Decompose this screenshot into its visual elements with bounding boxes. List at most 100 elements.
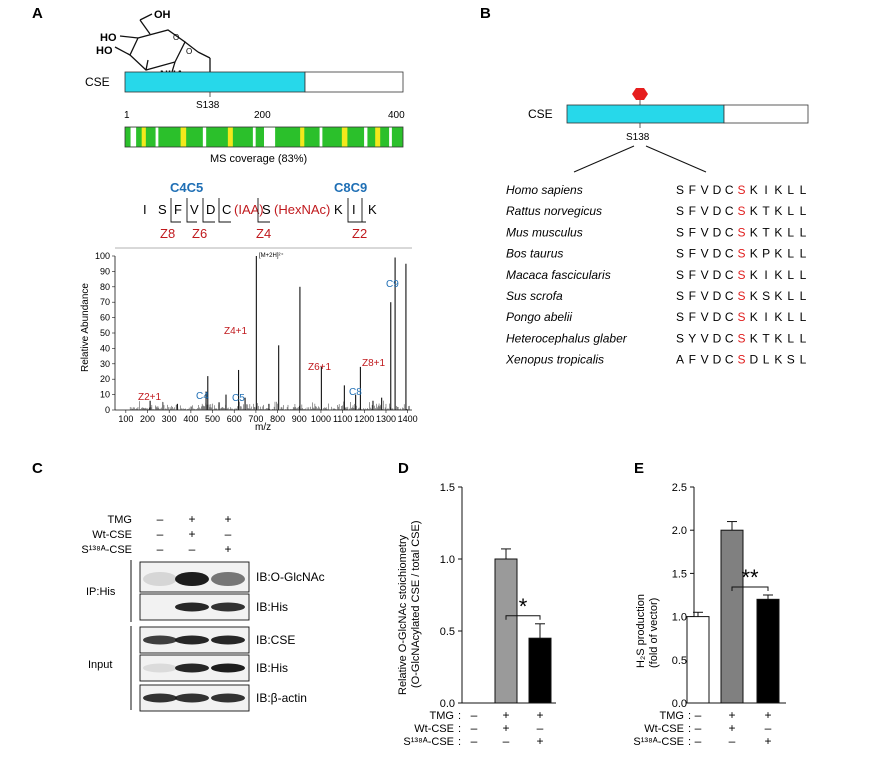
species-name: Sus scrofa [506, 289, 563, 303]
blot-band [175, 693, 209, 703]
species-name: Bos taurus [506, 247, 563, 261]
z2-label: Z2 [352, 226, 367, 241]
d-ylabel-1: Relative O-GlcNAc stoichiometry [397, 534, 409, 695]
coverage-gap-8 [264, 127, 276, 147]
chart-d-condition-value: – [537, 721, 544, 735]
condition-label: TMG [108, 514, 132, 526]
chart-d-condition-label: Wt-CSE [414, 723, 454, 735]
cse-label-a: CSE [85, 75, 110, 89]
spectrum-xtick-label: 600 [227, 414, 242, 424]
residue: K [750, 183, 758, 197]
residue: S [737, 204, 745, 218]
blot-band [211, 602, 245, 612]
oh-label: OH [154, 9, 171, 21]
mod-iaa: (IAA) [234, 202, 264, 217]
chart-e-condition-value: + [728, 721, 735, 735]
residue: D [713, 310, 722, 324]
species-name: Mus musculus [506, 225, 583, 239]
residue: D [713, 204, 722, 218]
residue: V [701, 247, 709, 261]
residue: C [725, 331, 734, 345]
panel-b-label: B [480, 5, 491, 22]
condition-value: + [224, 512, 231, 526]
blot-band [211, 693, 245, 703]
residue: K [750, 204, 758, 218]
species-name: Homo sapiens [506, 183, 583, 197]
ring-o-label: O [173, 33, 179, 42]
residue: C [725, 353, 734, 367]
coverage-tick-400: 400 [388, 110, 405, 121]
residue: I [764, 183, 767, 197]
residue: T [762, 204, 770, 218]
condition-value: – [157, 512, 164, 526]
spectrum-ytick-label: 90 [100, 266, 110, 276]
blot-band [175, 635, 209, 645]
residue: C [725, 268, 734, 282]
residue: K [750, 310, 758, 324]
blot-band [175, 663, 209, 673]
chart-e-condition-colon: : [688, 736, 691, 748]
residue: L [800, 204, 807, 218]
residue: L [787, 331, 794, 345]
coverage-bar [124, 126, 404, 148]
coverage-gap-9 [300, 127, 305, 147]
coverage-tick-200: 200 [254, 110, 271, 121]
coverage-gap-6 [227, 127, 233, 147]
blot-label: IB:CSE [256, 633, 295, 647]
res-8: K [334, 202, 343, 217]
condition-label: S¹³⁸ᴬ-CSE [81, 544, 132, 556]
residue: S [737, 310, 745, 324]
species-name: Heterocephalus glaber [506, 331, 628, 345]
panel-c-label: C [32, 460, 43, 477]
residue: D [713, 268, 722, 282]
panel-d: D Relative O-GlcNAc stoichiometry (O-Glc… [397, 460, 556, 748]
chart-d-ytick-label: 1.5 [440, 482, 455, 494]
residue: I [764, 310, 767, 324]
chart-e-ytick-label: 0.0 [672, 698, 687, 710]
coverage-caption: MS coverage (83%) [210, 153, 307, 165]
glycan-site-marker [632, 88, 648, 100]
residue: F [689, 247, 696, 261]
chart-d-condition-value: + [536, 734, 543, 748]
blot-label: IB:β-actin [256, 691, 307, 705]
residue: C [725, 183, 734, 197]
z4-label: Z4 [256, 226, 271, 241]
chart-d-condition-label: TMG [430, 710, 454, 722]
chart-d-condition-value: – [471, 734, 478, 748]
e-ylabel-2: (fold of vector) [648, 598, 660, 668]
ho-label-1: HO [100, 32, 117, 44]
chart-e-ytick-label: 2.5 [672, 482, 687, 494]
residue: S [676, 204, 684, 218]
res-3: F [174, 202, 182, 217]
cse-bar-b-rest [723, 104, 809, 124]
residue: V [701, 204, 709, 218]
ann-c4: C4 [196, 391, 209, 402]
residue: F [689, 353, 696, 367]
chart-d-condition-label: S¹³⁸ᴬ-CSE [403, 736, 454, 748]
residue: K [774, 247, 782, 261]
residue: F [689, 225, 696, 239]
residue: K [774, 183, 782, 197]
residue: D [713, 331, 722, 345]
residue: K [774, 310, 782, 324]
spectrum-xtick-label: 700 [248, 414, 263, 424]
cse-bar-covered [124, 71, 306, 93]
coverage-gap-14 [389, 127, 392, 147]
panel-e: E H₂S production (fold of vector) 0.0 0.5… [633, 460, 786, 748]
residue: S [762, 289, 770, 303]
c-ions-right: C8C9 [334, 180, 367, 195]
chart-e-condition-label: S¹³⁸ᴬ-CSE [633, 736, 684, 748]
residue: T [762, 331, 770, 345]
residue: K [774, 225, 782, 239]
residue: S [676, 289, 684, 303]
species-name: Pongo abelii [506, 310, 572, 324]
residue: S [676, 183, 684, 197]
res-5: D [206, 202, 215, 217]
coverage-gap-4 [180, 127, 187, 147]
residue: L [787, 204, 794, 218]
residue: C [725, 247, 734, 261]
ann-c8: C8 [349, 387, 362, 398]
chart-d-condition-value: – [471, 708, 478, 722]
res-7: S [262, 202, 271, 217]
cse-label-b: CSE [528, 107, 553, 121]
